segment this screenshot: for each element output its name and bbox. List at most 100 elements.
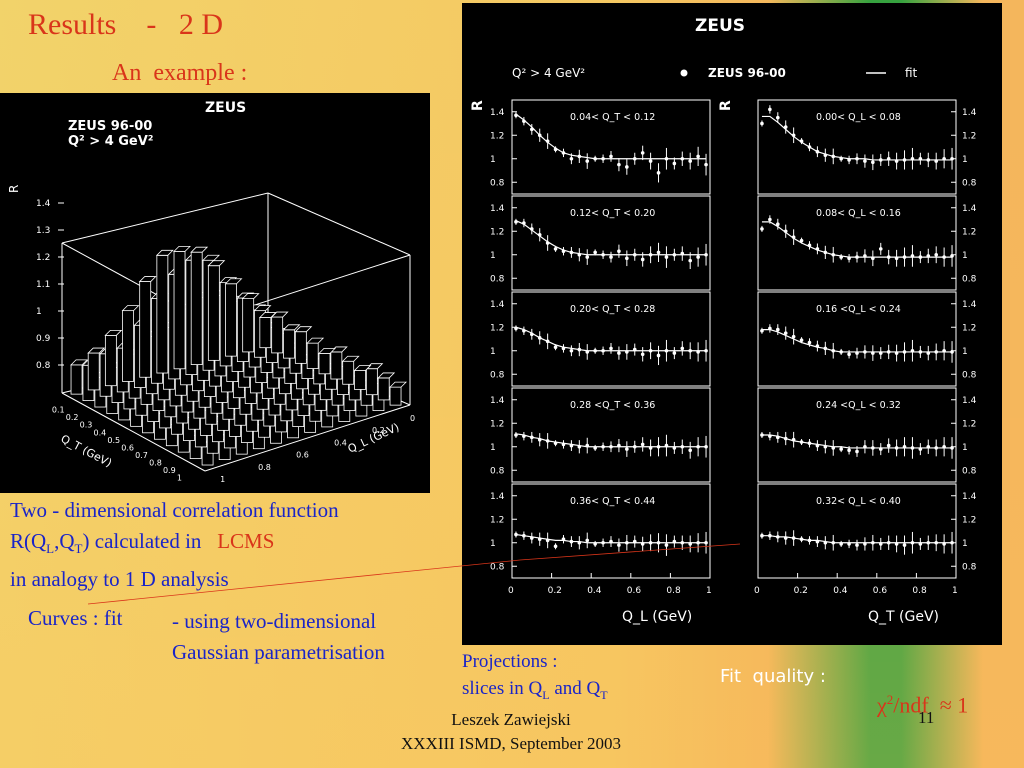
data-point	[625, 447, 629, 451]
panel-frame	[511, 291, 711, 387]
data-point	[522, 119, 526, 123]
data-point	[760, 227, 764, 231]
data-point	[617, 162, 621, 167]
y-tick-label: 1.4	[962, 492, 977, 502]
frame-edge	[267, 192, 411, 256]
y-tick-label: 1.2	[962, 227, 976, 237]
data-point	[680, 156, 685, 161]
data-point	[942, 542, 946, 546]
data-point	[831, 446, 836, 450]
data-point	[950, 254, 954, 258]
data-point	[863, 444, 867, 449]
lego-bar-top	[341, 355, 360, 362]
data-point	[934, 350, 938, 354]
data-point	[625, 540, 629, 545]
data-point	[656, 250, 661, 255]
data-point	[847, 256, 851, 261]
lego-bar-top	[306, 337, 325, 344]
data-point	[878, 351, 883, 355]
data-point	[799, 440, 804, 444]
x-tick-label: 1	[706, 586, 712, 596]
description-line1: Two - dimensional correlation function	[10, 498, 339, 522]
data-point	[863, 254, 867, 258]
data-point	[656, 444, 661, 449]
page-number: 11	[918, 708, 935, 727]
data-point	[514, 113, 518, 118]
data-point	[791, 334, 796, 339]
data-point	[537, 133, 542, 138]
data-point	[704, 444, 708, 449]
z-tick-label: 1.3	[36, 226, 50, 236]
data-point	[942, 255, 946, 259]
data-point	[878, 542, 883, 546]
data-point	[847, 352, 851, 357]
y-tick-label: 1	[962, 539, 968, 549]
qt-tick-label: 0.2	[66, 413, 79, 422]
data-point	[799, 139, 804, 143]
z-tick-label: 0.9	[36, 334, 51, 344]
data-point	[807, 538, 812, 543]
data-point	[656, 540, 661, 545]
data-point	[688, 159, 692, 163]
y-tick-label: 1.2	[962, 323, 976, 333]
data-point	[648, 540, 653, 545]
y-tick-label: 1.4	[490, 396, 505, 406]
data-point	[823, 346, 828, 351]
data-point	[625, 350, 629, 354]
slide-subtitle: An example :	[112, 60, 248, 86]
data-point	[934, 446, 938, 450]
chi2-ndf: χ2/ndf ≈ 1	[866, 666, 968, 718]
description-line2: R(QL,QT) calculated in LCMS	[10, 526, 339, 564]
data-point	[577, 444, 582, 449]
data-point	[815, 539, 820, 544]
data-point	[878, 447, 883, 451]
data-point	[855, 255, 859, 259]
data-point	[807, 243, 812, 248]
data-point	[839, 255, 843, 259]
ylabel-right: R	[718, 100, 734, 111]
lego-bars	[70, 245, 408, 466]
data-point	[640, 352, 645, 357]
data-point	[791, 133, 796, 138]
projections-line1: Projections :	[462, 651, 558, 672]
data-point	[680, 346, 685, 351]
y-tick-label: 1.2	[490, 419, 504, 429]
data-point	[545, 339, 550, 344]
data-point	[688, 448, 692, 453]
x-tick-label: 0	[508, 586, 514, 596]
data-point	[696, 255, 700, 259]
data-point	[760, 433, 764, 437]
data-point	[894, 256, 899, 261]
desc-q-mid: ,Q	[54, 529, 75, 553]
data-point	[831, 252, 836, 257]
curves-desc-line1: - using two-dimensional	[172, 609, 377, 633]
footer-author: Leszek Zawiejski	[451, 710, 571, 729]
x-tick-label: 0.6	[873, 586, 888, 596]
data-point	[704, 252, 708, 257]
panel-frame	[757, 483, 957, 579]
data-point	[561, 249, 566, 254]
data-point	[553, 247, 558, 251]
connector-line-1	[87, 559, 521, 605]
data-point	[530, 332, 534, 337]
frame-edge	[61, 392, 206, 472]
data-point	[530, 127, 534, 132]
curves-desc-line2: Gaussian parametrisation	[172, 640, 385, 664]
proj-sub-l: L	[542, 687, 550, 702]
data-point	[871, 256, 875, 261]
data-point	[688, 542, 692, 546]
data-point	[768, 107, 772, 112]
y-tick-label: 1	[490, 155, 496, 165]
data-point	[871, 351, 875, 355]
y-tick-label: 1.2	[962, 419, 976, 429]
data-point	[696, 350, 700, 354]
data-point	[871, 160, 875, 165]
lego-bar-top	[155, 249, 174, 256]
data-point	[855, 543, 859, 547]
qt-tick-label: 0.9	[163, 466, 176, 475]
data-point	[553, 147, 558, 152]
qt-tick-label: 0.7	[135, 451, 148, 460]
data-point	[831, 154, 836, 159]
data-point	[768, 533, 772, 538]
